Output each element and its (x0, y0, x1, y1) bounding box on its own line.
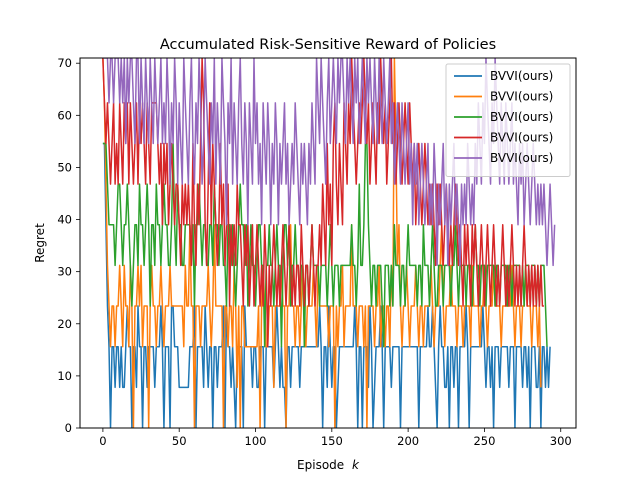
x-tick-label: 200 (397, 434, 419, 448)
chart-title: Accumulated Risk-Sensitive Reward of Pol… (160, 37, 496, 53)
x-tick-label: 50 (172, 434, 187, 448)
legend-label-2: BVVI(ours) (490, 90, 553, 104)
plot-frame (79, 57, 577, 429)
x-axis: 0 50 100 150 200 250 300 (99, 428, 572, 448)
y-tick-label: 40 (57, 213, 72, 227)
x-axis-label-main: Episode (297, 458, 344, 472)
series-line-3 (102, 142, 548, 348)
y-tick-label: 50 (57, 160, 72, 174)
series-line-2 (102, 58, 542, 428)
y-tick-label: 70 (57, 56, 72, 70)
series-line-1 (102, 142, 551, 428)
x-axis-label-variable: k (352, 458, 360, 472)
legend-label-3: BVVI(ours) (490, 110, 553, 124)
x-tick-label: 0 (99, 434, 106, 448)
y-tick-label: 20 (57, 317, 72, 331)
x-tick-label: 150 (321, 434, 343, 448)
legend-label-4: BVVI(ours) (490, 131, 553, 145)
y-tick-label: 30 (57, 265, 72, 279)
series-layer (102, 58, 556, 428)
series-line-4 (102, 58, 544, 348)
legend: BVVI(ours) BVVI(ours) BVVI(ours) BVVI(ours)… (445, 63, 571, 177)
x-tick-label: 250 (473, 434, 495, 448)
y-tick-label: 10 (57, 369, 72, 383)
y-tick-label: 60 (57, 108, 72, 122)
x-axis-label: Episode k (297, 458, 360, 472)
legend-label-5: BVVI(ours) (490, 151, 553, 165)
x-tick-label: 300 (550, 434, 572, 448)
x-tick-label: 100 (245, 434, 267, 448)
y-tick-label: 0 (65, 421, 72, 435)
legend-box (445, 63, 571, 177)
y-axis: 0 10 20 30 40 50 60 70 (57, 56, 80, 435)
legend-label-1: BVVI(ours) (490, 69, 553, 83)
y-axis-label: Regret (33, 223, 47, 263)
